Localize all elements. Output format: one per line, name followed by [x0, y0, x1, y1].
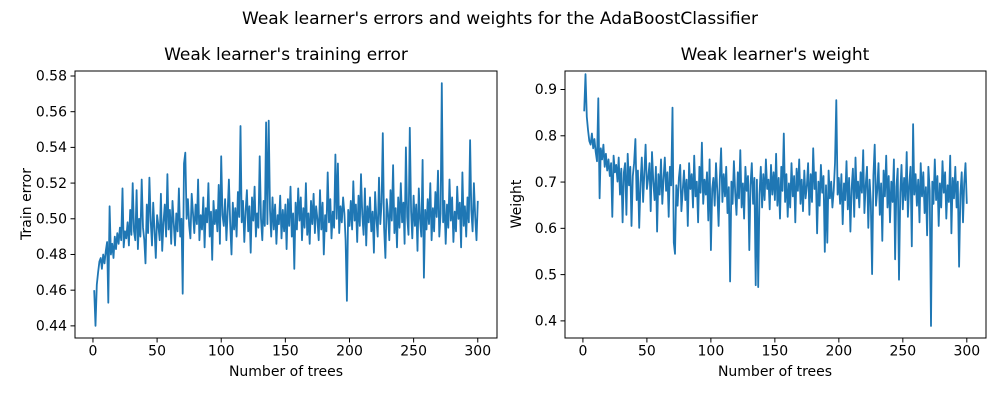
y-tick-label: 0.5 [535, 267, 557, 283]
y-tick-label: 0.48 [36, 247, 67, 263]
y-tick-label: 0.46 [36, 283, 67, 299]
y-tick-label: 0.7 [535, 175, 557, 191]
x-tick-label: 150 [761, 344, 788, 360]
x-tick-label: 50 [638, 344, 656, 360]
y-tick-label: 0.8 [535, 128, 557, 144]
subplot-1-title: Weak learner's weight [681, 45, 870, 65]
subplot-0-axes: 0 50 100 150 200 250 300 0.44 0.46 0.48 0.50 0.52 0.… [36, 69, 498, 360]
x-tick-label: 150 [272, 344, 299, 360]
y-tick-label: 0.52 [36, 176, 67, 192]
subplot-0-yaxis-label: Train error [19, 168, 35, 241]
x-tick-label: 200 [825, 344, 852, 360]
series-line [93, 82, 479, 327]
x-tick-label: 250 [400, 344, 427, 360]
axes-frame [564, 70, 987, 339]
figure-suptitle: Weak learner's errors and weights for th… [242, 9, 758, 29]
x-tick-label: 100 [208, 344, 235, 360]
y-tick-label: 0.6 [535, 221, 557, 237]
x-tick-label: 0 [88, 344, 97, 360]
y-tick-label: 0.56 [36, 104, 67, 120]
x-tick-label: 100 [698, 344, 725, 360]
subplot-1-axes: 0 50 100 150 200 250 300 0.4 0.5 0.6 0.7 0.8 0.9 [535, 70, 987, 360]
subplot-0-xaxis-label: Number of trees [229, 364, 343, 380]
x-tick-label: 0 [578, 344, 587, 360]
y-tick-label: 0.44 [36, 319, 67, 335]
y-tick-label: 0.9 [535, 82, 557, 98]
x-tick-label: 200 [336, 344, 363, 360]
y-tick-label: 0.58 [36, 69, 67, 85]
y-tick-label: 0.50 [36, 211, 67, 227]
series-line [583, 73, 968, 327]
y-tick-label: 0.4 [535, 314, 557, 330]
x-tick-label: 300 [953, 344, 980, 360]
subplot-1-yaxis-label: Weight [509, 179, 525, 228]
subplot-0-title: Weak learner's training error [164, 45, 408, 65]
x-tick-label: 50 [148, 344, 166, 360]
axes-frame [74, 70, 498, 339]
x-tick-label: 250 [889, 344, 916, 360]
x-tick-label: 300 [464, 344, 491, 360]
y-tick-label: 0.54 [36, 140, 67, 156]
subplot-1-xaxis-label: Number of trees [718, 364, 832, 380]
